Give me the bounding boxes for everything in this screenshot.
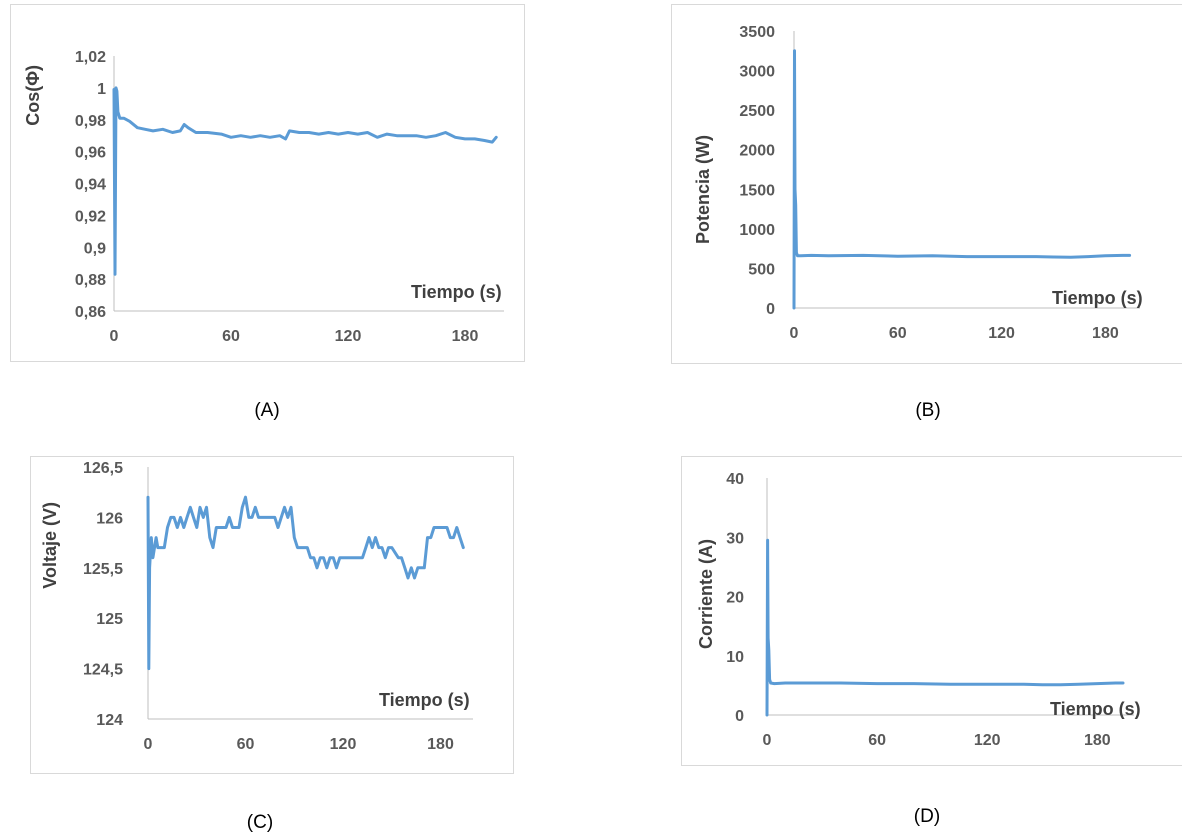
chart-b-y-tick-label: 3000	[739, 64, 775, 81]
chart-b-y-tick-label: 1500	[739, 182, 775, 199]
chart-b-x-tick-label: 0	[790, 325, 799, 342]
chart-d-y-tick-label: 40	[726, 471, 744, 488]
chart-panel-b: 0 500 1000 1500 2000 2500 3000 3500 0 60 120 180 Tie…	[671, 4, 1182, 364]
chart-a-y-tick-label: 0,86	[75, 304, 106, 321]
chart-c-x-tick-label: 180	[427, 736, 454, 753]
chart-a-y-tick-label: 1,02	[75, 49, 106, 66]
chart-d-svg: 0 10 20 30 40 0 60 120 180 Tiempo (s) Corriente (A…	[696, 471, 1141, 749]
chart-c-svg: 124 124,5 125 125,5 126 126,5 0 60 120 180 Tiempo …	[40, 460, 473, 753]
chart-b-x-axis-title: Tiempo (s)	[1052, 288, 1143, 308]
chart-a-y-tick-label: 0,96	[75, 145, 106, 162]
chart-d-y-tick-label: 30	[726, 530, 744, 547]
chart-c-y-axis-title: Voltaje (V)	[40, 502, 60, 589]
chart-a-y-tick-label: 0,9	[84, 240, 106, 257]
chart-b-y-axis-title: Potencia (W)	[693, 135, 713, 244]
chart-d-series-line	[765, 538, 1125, 717]
chart-b-svg: 0 500 1000 1500 2000 2500 3000 3500 0 60 120 180 Tie…	[693, 24, 1143, 342]
caption-d: (D)	[913, 806, 941, 827]
chart-b-y-tick-label: 500	[748, 261, 775, 278]
chart-c-x-tick-label: 0	[144, 736, 153, 753]
chart-d-y-tick-label: 0	[735, 708, 744, 725]
chart-b-y-tick-label: 0	[766, 301, 775, 318]
chart-d-y-tick-label: 10	[726, 649, 744, 666]
chart-panel-a: 0,86 0,88 0,9 0,92 0,94 0,96 0,98 1 1,02 0 60 120 18…	[10, 4, 525, 362]
chart-b-series-line	[792, 49, 1132, 310]
chart-a-series-line	[112, 86, 498, 276]
chart-c-y-tick-label: 124	[96, 712, 123, 729]
chart-d-y-tick-label: 20	[726, 590, 744, 607]
chart-b-y-tick-label: 1000	[739, 222, 775, 239]
chart-b-y-tick-label: 2500	[739, 103, 775, 120]
chart-c-y-tick-label: 126,5	[83, 460, 123, 477]
chart-d-x-axis-title: Tiempo (s)	[1050, 699, 1141, 719]
chart-c-x-tick-label: 60	[237, 736, 255, 753]
chart-b-x-tick-label: 60	[889, 325, 907, 342]
caption-c: (C)	[246, 812, 274, 833]
chart-b-y-tick-label: 3500	[739, 24, 775, 41]
chart-a-y-tick-label: 0,98	[75, 113, 106, 130]
chart-panel-d: 0 10 20 30 40 0 60 120 180 Tiempo (s) Corriente (A…	[681, 456, 1182, 766]
chart-c-series-line	[146, 495, 465, 671]
chart-d-x-tick-label: 120	[974, 732, 1001, 749]
chart-c-x-axis-title: Tiempo (s)	[379, 690, 470, 710]
chart-b-x-tick-label: 180	[1092, 325, 1119, 342]
chart-c-y-tick-label: 126	[96, 510, 123, 527]
chart-a-x-tick-label: 0	[110, 328, 119, 345]
chart-c-y-tick-label: 125,5	[83, 561, 123, 578]
caption-b: (B)	[915, 400, 941, 421]
chart-c-x-tick-label: 120	[330, 736, 357, 753]
chart-c-y-tick-label: 124,5	[83, 662, 123, 679]
chart-a-y-tick-label: 1	[97, 81, 106, 98]
chart-d-y-axis-title: Corriente (A)	[696, 539, 716, 649]
chart-b-y-tick-label: 2000	[739, 143, 775, 160]
caption-a: (A)	[254, 400, 280, 421]
chart-a-x-axis-title: Tiempo (s)	[411, 282, 502, 302]
chart-d-x-tick-label: 180	[1084, 732, 1111, 749]
chart-a-y-tick-label: 0,92	[75, 208, 106, 225]
chart-panel-c: 124 124,5 125 125,5 126 126,5 0 60 120 180 Tiempo …	[30, 456, 514, 774]
chart-d-x-tick-label: 0	[763, 732, 772, 749]
chart-d-x-tick-label: 60	[868, 732, 886, 749]
chart-a-x-tick-label: 120	[335, 328, 362, 345]
chart-a-y-tick-label: 0,94	[75, 177, 106, 194]
chart-c-y-tick-label: 125	[96, 611, 123, 628]
chart-a-svg: 0,86 0,88 0,9 0,92 0,94 0,96 0,98 1 1,02 0 60 120 18…	[23, 49, 504, 345]
chart-a-x-tick-label: 180	[452, 328, 479, 345]
chart-a-y-tick-label: 0,88	[75, 272, 106, 289]
chart-b-x-tick-label: 120	[988, 325, 1015, 342]
chart-a-y-axis-title: Cos(Φ)	[23, 65, 43, 126]
chart-a-x-tick-label: 60	[222, 328, 240, 345]
